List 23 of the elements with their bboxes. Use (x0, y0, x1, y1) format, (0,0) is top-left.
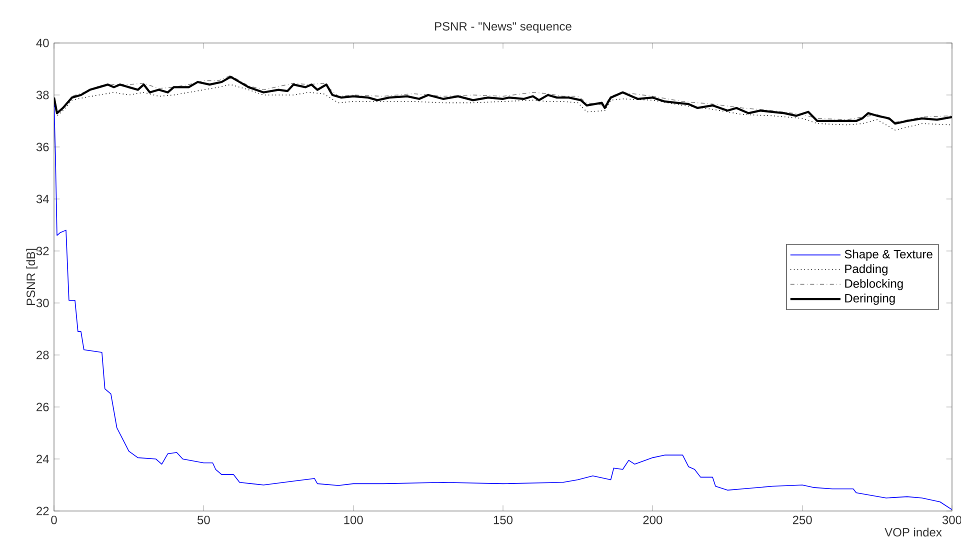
legend-label: Shape & Texture (844, 250, 932, 261)
y-tick-label: 24 (36, 454, 49, 464)
y-tick-label: 32 (36, 246, 49, 256)
y-tick-label: 26 (36, 402, 49, 412)
y-tick-label: 36 (36, 142, 49, 152)
legend-label: Padding (845, 264, 888, 276)
chart-title: PSNR - "News" sequence (435, 22, 572, 33)
x-tick-label: 150 (494, 516, 513, 524)
x-tick-label: 50 (197, 516, 210, 524)
x-axis-title: VOP index (884, 528, 942, 537)
y-tick-label: 34 (36, 194, 49, 204)
y-tick-label: 38 (36, 90, 49, 100)
y-tick-label: 22 (36, 506, 49, 516)
x-tick-label: 200 (643, 516, 662, 524)
y-tick-label: 40 (36, 38, 49, 48)
x-tick-label: 250 (792, 516, 812, 524)
y-tick-label: 30 (36, 298, 49, 308)
x-tick-label: 0 (51, 516, 57, 524)
legend-label: Deblocking (845, 278, 903, 290)
legend-label: Deringing (845, 294, 895, 305)
x-tick-label: 100 (344, 516, 363, 524)
y-axis-title: PSNR [dB] (26, 248, 38, 306)
y-tick-label: 28 (36, 350, 49, 360)
